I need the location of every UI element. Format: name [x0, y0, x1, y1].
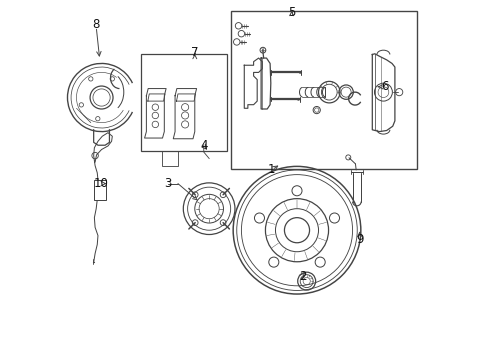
Text: 8: 8: [93, 18, 100, 31]
Text: 2: 2: [298, 270, 306, 283]
Text: 7: 7: [191, 46, 198, 59]
Text: 4: 4: [200, 139, 207, 152]
Bar: [94, 180, 106, 200]
Bar: [162, 151, 178, 166]
Bar: [231, 12, 417, 169]
Text: 9: 9: [356, 233, 364, 246]
Bar: [141, 54, 227, 151]
Text: 10: 10: [94, 177, 109, 190]
Text: 3: 3: [164, 177, 171, 190]
Text: 1: 1: [268, 163, 276, 176]
Text: 5: 5: [288, 6, 295, 19]
Text: 6: 6: [381, 80, 389, 93]
